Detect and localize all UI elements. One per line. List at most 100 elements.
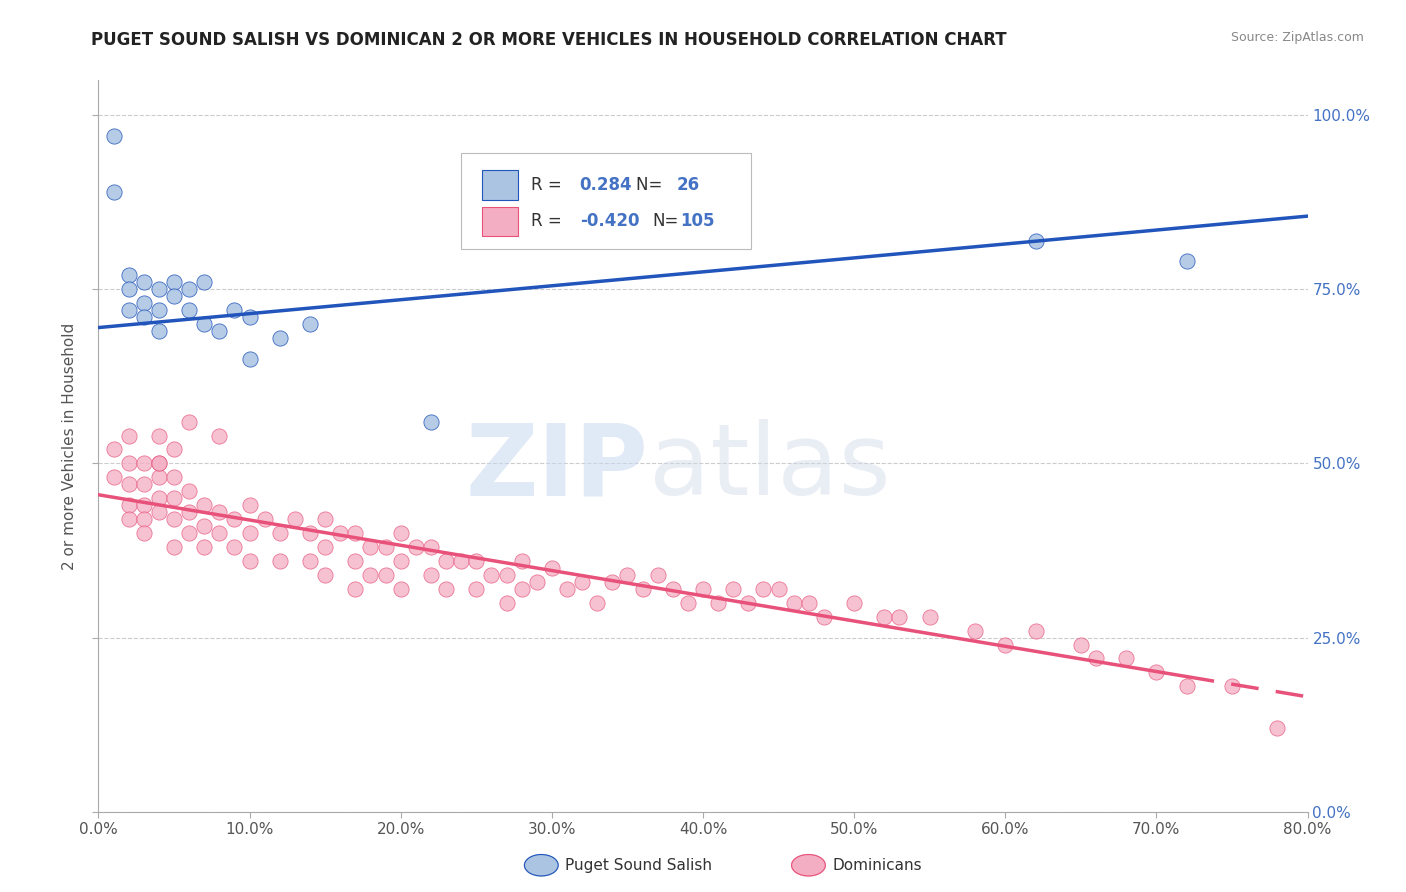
Text: N=: N= [652,212,679,230]
Point [965,624,987,638]
Point [420,567,443,582]
Point [132,498,155,512]
Point [118,428,141,442]
Point [179,505,201,519]
Point [1220,679,1243,693]
Point [103,470,125,484]
Point [163,442,186,457]
Point [132,477,155,491]
Point [389,554,412,568]
Point [434,582,457,596]
Point [344,582,367,596]
Point [208,526,231,541]
Text: N=: N= [637,176,668,194]
Point [208,324,231,338]
FancyBboxPatch shape [461,153,751,249]
Point [465,554,488,568]
Text: 26: 26 [676,176,700,194]
Point [389,582,412,596]
Point [526,574,548,589]
Point [103,442,125,457]
Point [602,574,624,589]
Point [692,582,714,596]
Point [844,596,866,610]
Point [540,561,562,575]
Point [163,470,186,484]
Point [586,596,609,610]
FancyBboxPatch shape [482,207,517,236]
Point [148,457,170,471]
Point [163,540,186,554]
Point [269,526,291,541]
Point [239,310,262,325]
Point [269,554,291,568]
Point [783,596,806,610]
Text: R =: R = [531,176,567,194]
Point [179,415,201,429]
Point [737,596,759,610]
Point [360,540,382,554]
Point [1175,254,1198,268]
Text: Dominicans: Dominicans [832,858,922,872]
Point [224,512,246,526]
Text: PUGET SOUND SALISH VS DOMINICAN 2 OR MORE VEHICLES IN HOUSEHOLD CORRELATION CHAR: PUGET SOUND SALISH VS DOMINICAN 2 OR MOR… [91,31,1007,49]
Point [132,310,155,325]
Point [1085,651,1108,665]
Point [118,457,141,471]
FancyBboxPatch shape [482,170,517,200]
Point [676,596,699,610]
Point [132,526,155,541]
Point [103,185,125,199]
Point [374,567,396,582]
Point [344,526,367,541]
Point [132,296,155,310]
Y-axis label: 2 or more Vehicles in Household: 2 or more Vehicles in Household [62,322,77,570]
Point [179,303,201,318]
Point [148,282,170,296]
Point [374,540,396,554]
Point [179,484,201,499]
Point [723,582,745,596]
Text: Source: ZipAtlas.com: Source: ZipAtlas.com [1230,31,1364,45]
Point [873,609,896,624]
Point [1115,651,1137,665]
Point [481,567,503,582]
Point [132,457,155,471]
Point [450,554,472,568]
Point [163,491,186,506]
Text: atlas: atlas [648,419,890,516]
Point [299,526,322,541]
Point [616,567,638,582]
Point [208,505,231,519]
Point [103,128,125,143]
Point [148,303,170,318]
Point [994,638,1017,652]
Point [148,457,170,471]
Point [797,596,820,610]
Point [284,512,307,526]
Point [647,567,669,582]
Point [118,268,141,283]
Point [813,609,835,624]
Point [571,574,593,589]
Point [193,540,215,554]
Point [1024,624,1046,638]
Point [420,540,443,554]
Point [118,498,141,512]
Point [163,275,186,289]
Point [132,275,155,289]
Point [314,567,336,582]
Point [918,609,941,624]
Text: R =: R = [531,212,567,230]
Point [495,596,517,610]
Point [269,331,291,345]
Point [163,289,186,303]
Point [1144,665,1167,680]
Point [329,526,352,541]
Point [208,428,231,442]
Point [193,317,215,331]
Point [314,540,336,554]
Point [163,512,186,526]
Point [405,540,427,554]
Point [510,554,533,568]
